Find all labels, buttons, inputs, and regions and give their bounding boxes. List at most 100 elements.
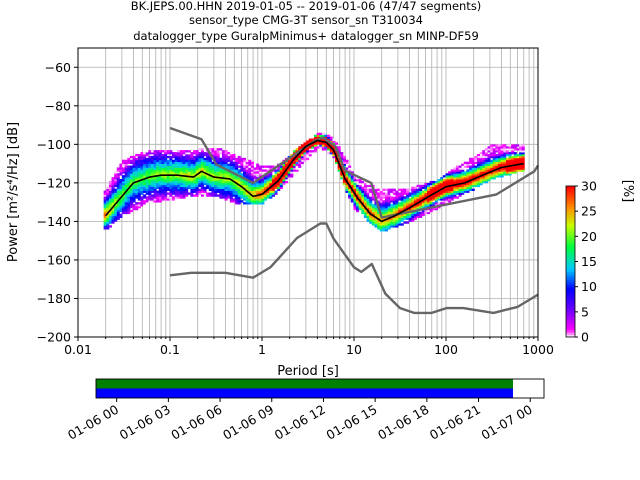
heatmap-cell [166,186,170,190]
heatmap-cell [219,184,223,188]
heatmap-cell [140,198,144,201]
heatmap-cell [164,177,168,180]
heatmap-cell [377,221,381,224]
heatmap-cell [387,223,391,226]
heatmap-cell [232,155,236,159]
heatmap-cell [298,163,302,166]
heatmap-cell [448,171,452,174]
heatmap-cell [124,204,128,207]
heatmap-cell [521,163,525,166]
heatmap-cell [458,180,462,184]
heatmap-cell [129,177,133,180]
heatmap-cell [476,161,481,164]
heatmap-cell [406,215,410,218]
heatmap-cell [182,186,186,190]
heatmap-cell [398,198,402,201]
heatmap-cell [363,198,367,201]
colorbar-segment [566,218,575,222]
heatmap-cell [482,161,486,164]
heatmap-cell [482,171,486,174]
heatmap-cell [369,207,373,211]
heatmap-cell [495,146,499,149]
heatmap-cell [187,157,191,161]
heatmap-cell [119,184,123,188]
heatmap-cell [166,163,170,166]
heatmap-cell [137,184,141,188]
heatmap-cell [137,165,141,168]
heatmap-cell [195,175,199,178]
heatmap-cell [253,184,257,188]
heatmap-cell [150,161,154,164]
heatmap-cell [164,184,168,188]
heatmap-cell [145,167,149,170]
heatmap-cell [166,192,170,195]
heatmap-cell [287,177,291,180]
heatmap-cell [124,180,128,184]
heatmap-cell [382,205,386,209]
heatmap-cell [264,179,268,182]
heatmap-cell [177,167,181,170]
heatmap-cell [150,179,154,182]
heatmap-cell [474,180,478,184]
heatmap-cell [150,180,154,184]
heatmap-cell [306,140,310,143]
heatmap-cell [245,165,249,168]
y-tick-label: −80 [45,98,71,113]
heatmap-cell [474,167,478,170]
heatmap-cell [187,155,191,159]
heatmap-cell [250,161,254,164]
heatmap-cell [169,190,173,193]
heatmap-cell [398,202,402,205]
heatmap-cell [166,155,170,159]
heatmap-cell [316,132,320,136]
heatmap-cell [490,165,494,168]
heatmap-cell [140,184,144,188]
heatmap-cell [474,171,478,174]
heatmap-cell [398,196,402,199]
heatmap-cell [237,192,241,195]
heatmap-cell [476,184,481,188]
heatmap-cell [453,196,457,199]
heatmap-cell [256,200,260,203]
heatmap-cell [143,171,147,174]
heatmap-cell [455,173,459,176]
heatmap-cell [329,152,333,155]
heatmap-cell [279,186,283,190]
heatmap-cell [377,211,381,215]
heatmap-cell [390,207,394,211]
heatmap-cell [476,153,481,157]
heatmap-cell [521,144,525,147]
heatmap-cell [116,207,120,211]
heatmap-cell [127,190,131,193]
heatmap-cell [106,194,110,197]
heatmap-cell [172,175,176,178]
heatmap-cell [111,188,115,191]
heatmap-cell [169,157,173,161]
heatmap-cell [437,192,441,195]
heatmap-cell [369,198,373,201]
time-tick-label: 01-07 00 [479,402,535,443]
heatmap-cell [445,179,449,182]
heatmap-cell [377,223,381,226]
heatmap-cell [216,175,220,178]
heatmap-cell [148,200,152,203]
heatmap-cell [442,184,446,188]
heatmap-cell [442,200,446,203]
heatmap-cell [279,165,283,168]
heatmap-cell [140,196,144,199]
heatmap-cell [135,194,139,197]
heatmap-cell [124,186,128,190]
heatmap-cell [237,169,241,172]
heatmap-cell [461,190,465,193]
heatmap-cell [203,192,207,195]
heatmap-cell [490,153,494,157]
heatmap-cell [332,152,336,155]
heatmap-cell [406,204,410,207]
heatmap-cell [108,196,112,199]
heatmap-cell [356,207,360,211]
heatmap-cell [450,188,454,191]
heatmap-cell [103,209,107,213]
heatmap-cell [350,175,354,178]
heatmap-cell [111,179,115,182]
heatmap-cell [484,171,488,174]
